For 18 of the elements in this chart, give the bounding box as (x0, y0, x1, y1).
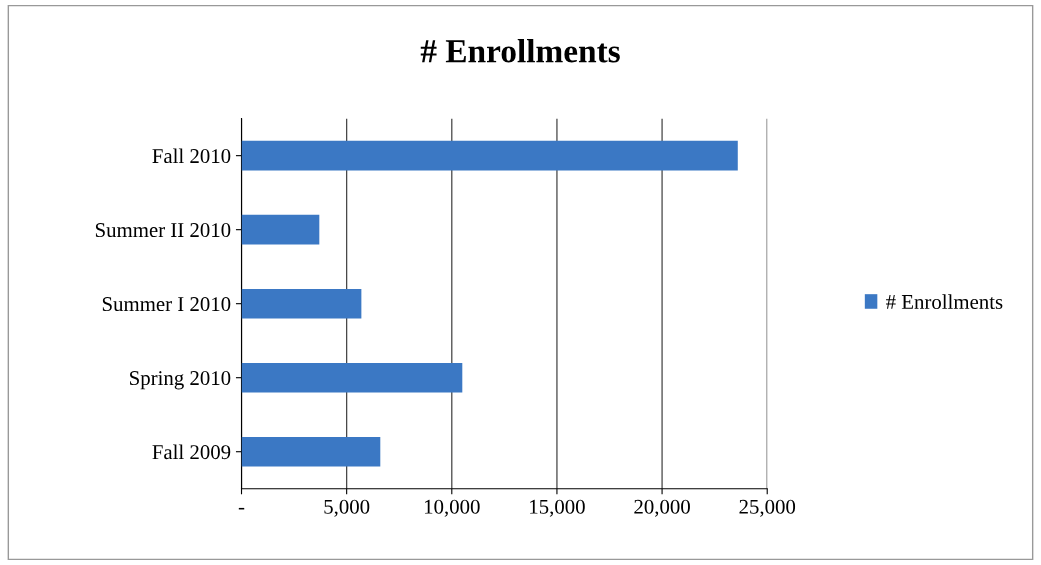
x-tick-label: 20,000 (634, 499, 690, 517)
x-tick-label: - (238, 507, 245, 510)
x-tick-label: 10,000 (424, 499, 480, 517)
y-tick-label: Summer I 2010 (102, 297, 231, 312)
y-tick-label: Summer II 2010 (95, 223, 231, 238)
bar (241, 140, 738, 171)
x-tick-label: 15,000 (530, 499, 585, 517)
x-tick-label: 25,000 (739, 499, 796, 517)
legend-label: # Enrollments (886, 294, 1003, 309)
y-tick-label: Fall 2010 (152, 148, 231, 164)
bar (241, 214, 320, 245)
y-tick-label: Spring 2010 (130, 371, 231, 390)
bar (241, 362, 463, 393)
bar (241, 288, 362, 319)
bar (241, 436, 381, 467)
y-tick-label: Fall 2009 (152, 444, 231, 460)
chart-title: # Enrollments (420, 39, 620, 63)
x-tick-label: 5,000 (324, 499, 370, 517)
